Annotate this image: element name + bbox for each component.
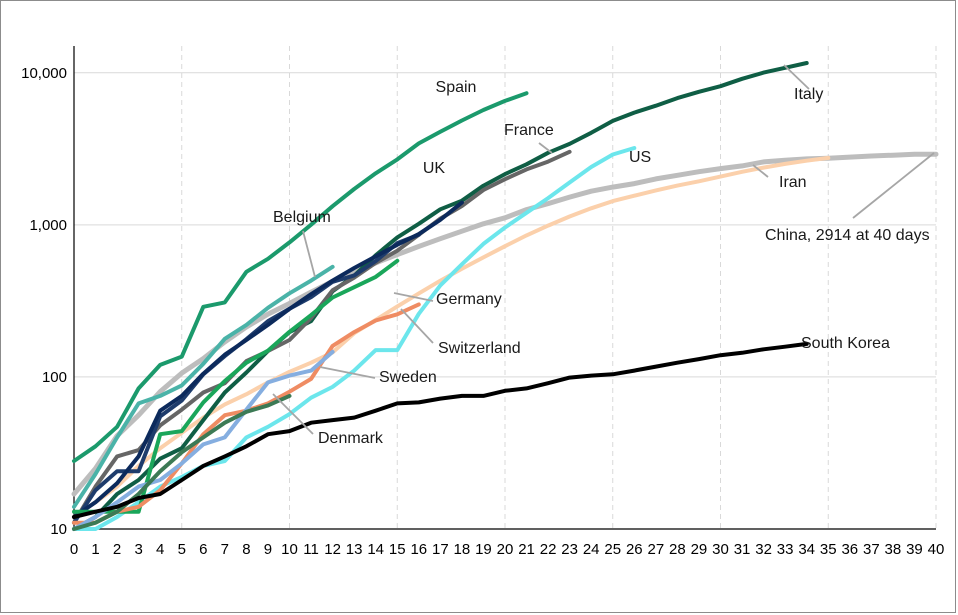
x-tick-label: 25 <box>604 541 621 558</box>
y-tick-label: 1,000 <box>29 217 67 234</box>
series-line-germany <box>72 258 400 514</box>
leader-line <box>538 142 553 154</box>
x-tick-label: 13 <box>346 541 363 558</box>
x-tick-label: 8 <box>242 541 250 558</box>
series-line-belgium <box>72 264 335 509</box>
series-label: US <box>629 149 651 166</box>
x-tick-label: 35 <box>820 541 837 558</box>
x-tick-label: 23 <box>561 541 578 558</box>
annotation-labels: Spain Italy France UK US Iran Belgium China, 29… <box>273 79 930 447</box>
x-tick-label: 12 <box>324 541 341 558</box>
series-line-sweden <box>72 349 335 531</box>
series-label: Germany <box>436 291 502 308</box>
leader-line <box>852 152 935 219</box>
x-tick-label: 0 <box>70 541 78 558</box>
series-line-spain <box>72 91 529 463</box>
x-tick-label: 5 <box>178 541 186 558</box>
x-tick-label: 40 <box>928 541 945 558</box>
series-label: UK <box>423 160 446 177</box>
x-tick-label: 39 <box>906 541 923 558</box>
x-tick-label: 20 <box>497 541 514 558</box>
series-label: Belgium <box>273 209 331 226</box>
y-tick-label: 10 <box>50 521 67 538</box>
series-label: South Korea <box>801 335 890 352</box>
series-line-denmark <box>72 393 292 531</box>
leader-line <box>319 366 376 379</box>
series-line-uk-dark <box>72 200 464 519</box>
leader-line <box>752 164 769 178</box>
series-label: Sweden <box>379 369 437 386</box>
x-tick-label: 18 <box>454 541 471 558</box>
x-tick-label: 33 <box>777 541 794 558</box>
series-line-italy <box>72 61 809 531</box>
series-label: Switzerland <box>438 340 521 357</box>
x-tick-label: 1 <box>91 541 99 558</box>
x-tick-label: 29 <box>691 541 708 558</box>
x-tick-label: 19 <box>475 541 492 558</box>
grid <box>74 46 937 529</box>
x-tick-label: 15 <box>389 541 406 558</box>
series-label: Spain <box>436 79 477 96</box>
x-tick-label: 3 <box>134 541 142 558</box>
series-label: France <box>504 122 554 139</box>
x-tick-label: 6 <box>199 541 207 558</box>
x-tick-label: 38 <box>885 541 902 558</box>
x-tick-label: 36 <box>841 541 858 558</box>
leader-line <box>393 292 434 302</box>
series-label: Italy <box>794 86 823 103</box>
x-tick-label: 37 <box>863 541 880 558</box>
series-lines <box>71 61 939 531</box>
x-tick-label: 27 <box>648 541 665 558</box>
series-label: Denmark <box>318 430 384 447</box>
x-tick-label: 21 <box>518 541 535 558</box>
x-tick-label: 9 <box>264 541 272 558</box>
x-tick-label: 31 <box>734 541 751 558</box>
x-tick-label: 16 <box>410 541 427 558</box>
x-tick-label: 32 <box>755 541 772 558</box>
x-tick-label: 7 <box>221 541 229 558</box>
leader-line <box>302 230 316 278</box>
x-tick-label: 22 <box>540 541 557 558</box>
x-tick-label: 17 <box>432 541 449 558</box>
x-tick-label: 34 <box>798 541 815 558</box>
leader-line <box>400 308 434 344</box>
series-line-france <box>72 149 572 525</box>
x-tick-label: 26 <box>626 541 643 558</box>
y-tick-label: 100 <box>42 369 67 386</box>
annotation-leaders <box>272 64 935 435</box>
x-tick-label: 14 <box>367 541 384 558</box>
x-tick-label: 4 <box>156 541 164 558</box>
series-line-south-korea <box>72 341 809 519</box>
x-tick-label: 24 <box>583 541 600 558</box>
leader-line <box>272 393 314 435</box>
series-label: Iran <box>779 174 807 191</box>
series-label: China, 2914 at 40 days <box>765 227 930 244</box>
x-tick-label: 11 <box>303 541 319 558</box>
x-tick-label: 30 <box>712 541 729 558</box>
leader-line <box>783 64 810 90</box>
x-tick-label: 28 <box>669 541 686 558</box>
y-tick-label: 10,000 <box>21 65 67 82</box>
x-tick-label: 10 <box>281 541 298 558</box>
x-tick-label: 2 <box>113 541 121 558</box>
